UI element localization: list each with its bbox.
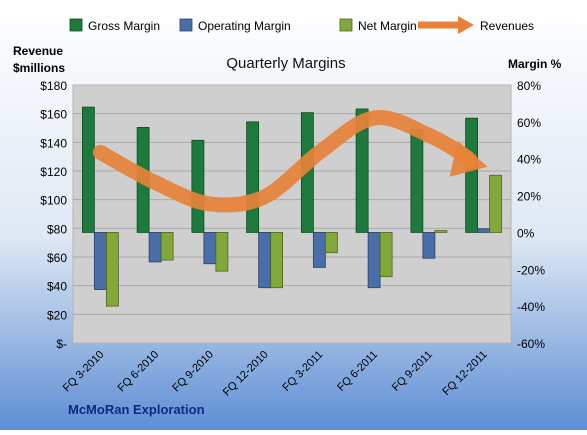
bar-net-margin [489, 174, 503, 233]
legend-swatch-operating-margin [179, 18, 193, 32]
bar-net-margin [215, 232, 229, 272]
bar-net-margin [105, 232, 119, 307]
bar-operating-margin [422, 232, 436, 259]
right-tick-label: 20% [517, 190, 541, 204]
left-tick-label: $180 [40, 79, 67, 93]
bar-gross-margin [191, 139, 205, 233]
right-axis-label: Margin % [508, 57, 562, 71]
legend-label-gross-margin: Gross Margin [88, 19, 160, 33]
revenue-arrowhead [449, 140, 488, 177]
left-tick-label: $80 [47, 222, 67, 236]
left-tick-label: $60 [47, 251, 67, 265]
legend-label-operating-margin: Operating Margin [198, 19, 291, 33]
legend-label-net-margin: Net Margin [358, 19, 417, 33]
right-tick-label: -60% [517, 337, 545, 351]
left-tick-label: $20 [47, 308, 67, 322]
bar-gross-margin [81, 106, 95, 233]
right-tick-label: -40% [517, 300, 545, 314]
bar-net-margin [160, 232, 174, 261]
bar-operating-margin [312, 232, 326, 268]
left-tick-label: $- [56, 337, 67, 351]
bar-operating-margin [93, 232, 107, 290]
bar-net-margin [270, 232, 284, 289]
left-tick-label: $100 [40, 194, 67, 208]
right-tick-label: 0% [517, 226, 535, 240]
legend-swatch-net-margin [339, 18, 353, 32]
left-tick-label: $120 [40, 165, 67, 179]
right-tick-label: 60% [517, 116, 541, 130]
legend: Gross Margin Operating Margin Net Margin Re… [69, 16, 534, 34]
bar-gross-margin [465, 117, 479, 233]
bar-operating-margin [258, 232, 272, 289]
revenue-line [92, 110, 478, 213]
legend-label-revenues: Revenues [480, 19, 534, 33]
bar-operating-margin [148, 232, 162, 263]
bar-gross-margin [355, 108, 369, 233]
right-tick-label: -20% [517, 263, 545, 277]
tick-labels: $180 $160 $140 $120 $100 $80 $60 $40 $20 $- 80% 60%… [40, 79, 545, 351]
revenue-line-layer [92, 110, 488, 213]
left-axis-label-line2: $millions [13, 61, 65, 75]
left-tick-label: $40 [47, 280, 67, 294]
bar-gross-margin [410, 128, 424, 233]
bar-net-margin [379, 232, 393, 278]
bar-operating-margin [477, 228, 491, 233]
left-tick-label: $160 [40, 108, 67, 122]
legend-arrow-revenues [458, 16, 474, 34]
bar-net-margin [324, 232, 338, 254]
bar-gross-margin [246, 121, 260, 233]
left-tick-label: $140 [40, 136, 67, 150]
right-tick-label: 80% [517, 79, 541, 93]
bar-operating-margin [203, 232, 217, 265]
bar-operating-margin [367, 232, 381, 289]
bar-net-margin [434, 230, 448, 233]
right-tick-label: 40% [517, 153, 541, 167]
left-axis-label-line1: Revenue [13, 44, 63, 58]
footer-label: McMoRan Exploration [68, 402, 205, 417]
legend-swatch-gross-margin [69, 18, 83, 32]
chart-title: Quarterly Margins [226, 55, 345, 72]
